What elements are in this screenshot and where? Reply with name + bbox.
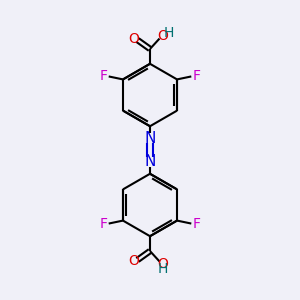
- Text: F: F: [100, 69, 108, 83]
- Text: F: F: [192, 217, 200, 231]
- Text: O: O: [128, 32, 139, 46]
- Text: H: H: [163, 26, 174, 40]
- Text: H: H: [158, 262, 168, 276]
- Text: F: F: [100, 217, 108, 231]
- Text: N: N: [144, 131, 156, 146]
- Text: N: N: [144, 154, 156, 169]
- Text: O: O: [158, 29, 169, 43]
- Text: F: F: [192, 69, 200, 83]
- Text: O: O: [158, 257, 169, 271]
- Text: O: O: [128, 254, 139, 268]
